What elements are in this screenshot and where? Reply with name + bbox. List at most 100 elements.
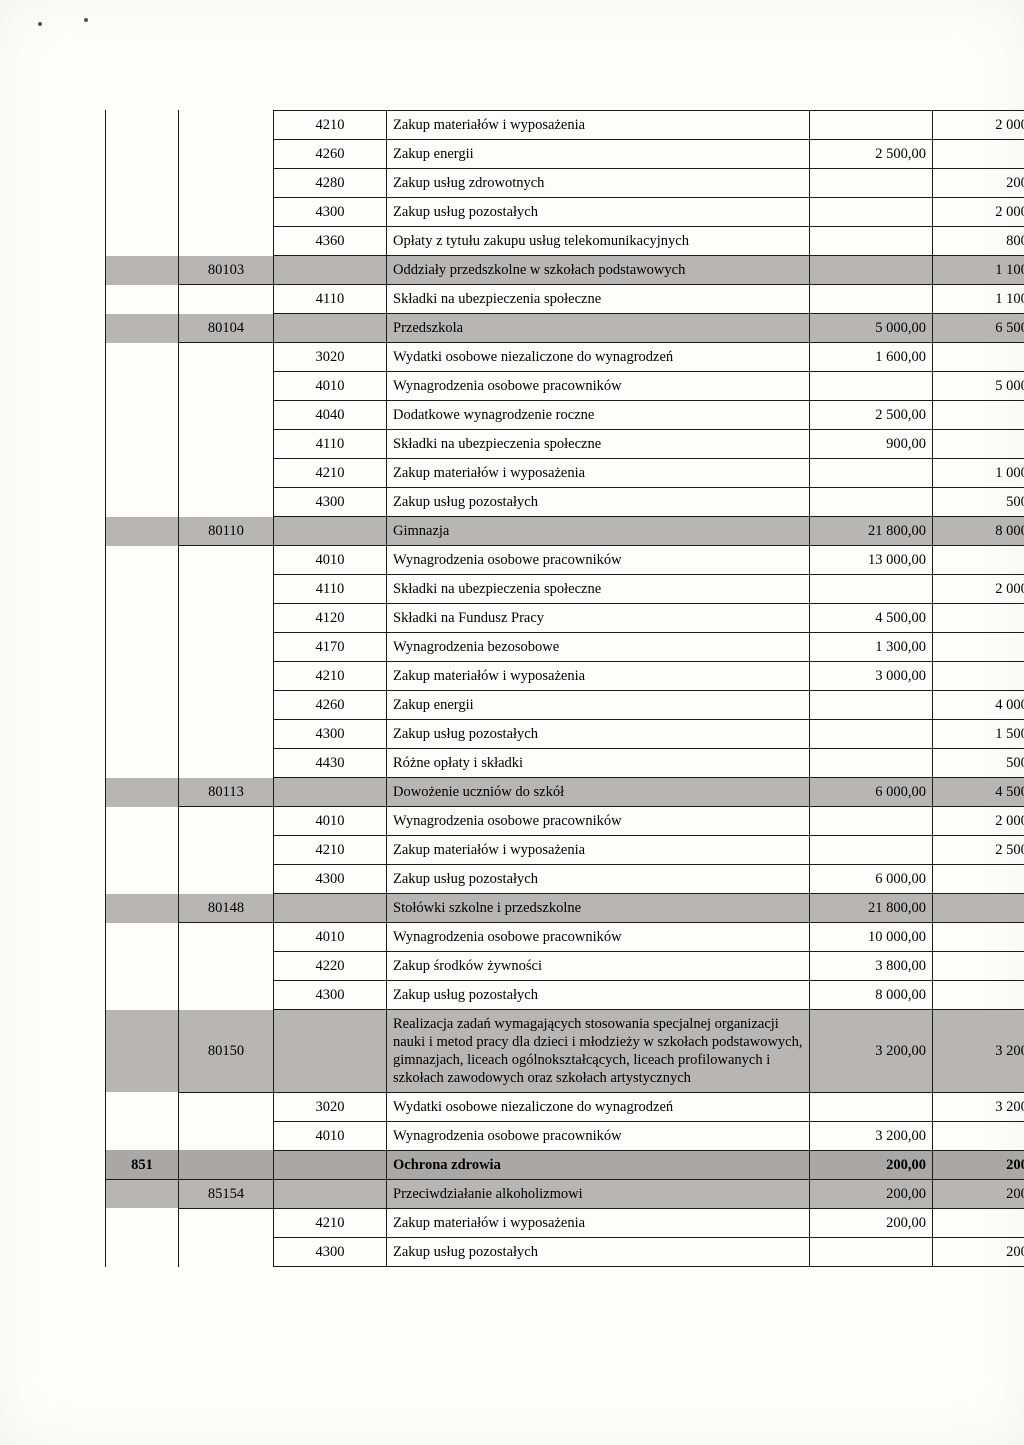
cell-description: Przedszkola <box>387 314 810 343</box>
cell-value-1 <box>810 372 933 401</box>
table-row: 4210Zakup materiałów i wyposażenia2 500,… <box>106 836 1024 865</box>
cell-dzial <box>106 372 179 401</box>
cell-description: Wydatki osobowe niezaliczone do wynagrod… <box>387 1092 810 1121</box>
cell-paragraf <box>274 1179 387 1208</box>
cell-rozdzial <box>179 198 274 227</box>
cell-dzial <box>106 1010 179 1093</box>
cell-description: Składki na ubezpieczenia społeczne <box>387 430 810 459</box>
scan-dot <box>84 18 88 22</box>
cell-paragraf: 4170 <box>274 633 387 662</box>
cell-dzial <box>106 952 179 981</box>
table-row: 4010Wynagrodzenia osobowe pracowników10 … <box>106 923 1024 952</box>
cell-value-2 <box>933 401 1024 430</box>
cell-value-1: 6 000,00 <box>810 865 933 894</box>
cell-description: Zakup środków żywności <box>387 952 810 981</box>
cell-rozdzial <box>179 546 274 575</box>
cell-description: Składki na ubezpieczenia społeczne <box>387 575 810 604</box>
cell-value-1 <box>810 459 933 488</box>
cell-value-1: 2 500,00 <box>810 401 933 430</box>
cell-rozdzial <box>179 372 274 401</box>
cell-description: Wynagrodzenia osobowe pracowników <box>387 807 810 836</box>
cell-value-2: 500,00 <box>933 488 1024 517</box>
cell-rozdzial <box>179 749 274 778</box>
cell-description: Zakup materiałów i wyposażenia <box>387 111 810 140</box>
cell-paragraf: 4300 <box>274 198 387 227</box>
table-row: 4430Różne opłaty i składki500,00 <box>106 749 1024 778</box>
cell-dzial <box>106 836 179 865</box>
cell-paragraf: 4110 <box>274 575 387 604</box>
cell-description: Wynagrodzenia osobowe pracowników <box>387 1121 810 1150</box>
cell-paragraf: 4210 <box>274 111 387 140</box>
cell-value-1 <box>810 256 933 285</box>
cell-dzial <box>106 111 179 140</box>
cell-rozdzial <box>179 865 274 894</box>
table-row: 4110Składki na ubezpieczenia społeczne90… <box>106 430 1024 459</box>
cell-value-1 <box>810 169 933 198</box>
cell-description: Zakup usług zdrowotnych <box>387 169 810 198</box>
cell-dzial <box>106 1208 179 1237</box>
table-row: 4210Zakup materiałów i wyposażenia1 000,… <box>106 459 1024 488</box>
cell-value-2: 3 200,00 <box>933 1092 1024 1121</box>
cell-value-2 <box>933 604 1024 633</box>
cell-value-2: 2 000,00 <box>933 198 1024 227</box>
table-row: 4110Składki na ubezpieczenia społeczne1 … <box>106 285 1024 314</box>
cell-dzial: 851 <box>106 1150 179 1179</box>
cell-dzial <box>106 1237 179 1266</box>
cell-paragraf <box>274 1010 387 1093</box>
cell-value-1: 3 000,00 <box>810 662 933 691</box>
cell-paragraf: 4120 <box>274 604 387 633</box>
cell-rozdzial <box>179 111 274 140</box>
cell-dzial <box>106 343 179 372</box>
page: 4210Zakup materiałów i wyposażenia2 000,… <box>0 0 1024 1445</box>
cell-value-1: 3 800,00 <box>810 952 933 981</box>
table-row: 4010Wynagrodzenia osobowe pracowników3 2… <box>106 1121 1024 1150</box>
cell-description: Zakup materiałów i wyposażenia <box>387 459 810 488</box>
table-row: 4010Wynagrodzenia osobowe pracowników13 … <box>106 546 1024 575</box>
table-row: 80104Przedszkola5 000,006 500,00 <box>106 314 1024 343</box>
cell-dzial <box>106 1121 179 1150</box>
cell-rozdzial <box>179 662 274 691</box>
cell-dzial <box>106 169 179 198</box>
cell-dzial <box>106 807 179 836</box>
cell-dzial <box>106 720 179 749</box>
cell-rozdzial <box>179 1237 274 1266</box>
table-row: 4300Zakup usług pozostałych200,00 <box>106 1237 1024 1266</box>
cell-value-2: 500,00 <box>933 749 1024 778</box>
cell-paragraf: 4010 <box>274 546 387 575</box>
cell-dzial <box>106 778 179 807</box>
budget-table: 4210Zakup materiałów i wyposażenia2 000,… <box>105 110 1024 1267</box>
cell-value-2 <box>933 923 1024 952</box>
table-row: 4120Składki na Fundusz Pracy4 500,00 <box>106 604 1024 633</box>
cell-paragraf: 3020 <box>274 343 387 372</box>
cell-value-2: 1 100,00 <box>933 285 1024 314</box>
cell-value-1 <box>810 198 933 227</box>
table-row: 4040Dodatkowe wynagrodzenie roczne2 500,… <box>106 401 1024 430</box>
cell-value-1: 10 000,00 <box>810 923 933 952</box>
cell-paragraf <box>274 1150 387 1179</box>
cell-value-1 <box>810 285 933 314</box>
cell-dzial <box>106 604 179 633</box>
cell-value-1 <box>810 1237 933 1266</box>
cell-dzial <box>106 488 179 517</box>
cell-description: Zakup usług pozostałych <box>387 981 810 1010</box>
cell-paragraf: 4300 <box>274 1237 387 1266</box>
table-row: 3020Wydatki osobowe niezaliczone do wyna… <box>106 343 1024 372</box>
cell-dzial <box>106 1179 179 1208</box>
cell-description: Zakup energii <box>387 140 810 169</box>
cell-rozdzial <box>179 923 274 952</box>
cell-paragraf: 4210 <box>274 459 387 488</box>
cell-paragraf: 4210 <box>274 662 387 691</box>
cell-paragraf: 4010 <box>274 807 387 836</box>
cell-value-2: 3 200,00 <box>933 1010 1024 1093</box>
table-row: 80113Dowożenie uczniów do szkół6 000,004… <box>106 778 1024 807</box>
cell-paragraf: 4260 <box>274 140 387 169</box>
cell-description: Wydatki osobowe niezaliczone do wynagrod… <box>387 343 810 372</box>
cell-value-2 <box>933 343 1024 372</box>
cell-paragraf: 4300 <box>274 488 387 517</box>
cell-paragraf: 4110 <box>274 285 387 314</box>
cell-value-2 <box>933 140 1024 169</box>
cell-dzial <box>106 430 179 459</box>
cell-dzial <box>106 198 179 227</box>
cell-rozdzial <box>179 1121 274 1150</box>
cell-value-2 <box>933 662 1024 691</box>
